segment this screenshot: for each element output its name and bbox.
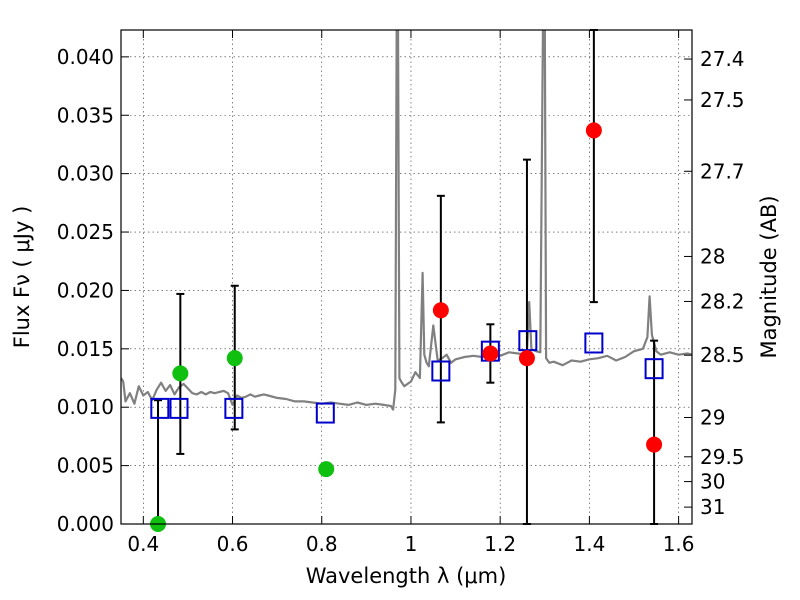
green-data-point — [172, 365, 189, 382]
mag-tick-label: 28.2 — [700, 289, 745, 313]
red-data-point — [518, 350, 535, 367]
x-tick-label: 1.6 — [663, 532, 695, 556]
x-tick-label: 0.4 — [127, 532, 159, 556]
y-axis-label: Flux Fν ( μJy ) — [10, 206, 34, 349]
mag-tick-label: 28 — [700, 244, 725, 268]
y2-axis-label: Magnitude (AB) — [757, 195, 781, 358]
axes: 0.4 0.6 0.8 1 1.2 1.4 1.6 0.000 0.005 0.010 0.015 0… — [57, 30, 745, 556]
red-data-point — [482, 345, 499, 362]
green-data-point — [318, 461, 335, 478]
red-data-point — [646, 436, 663, 453]
model-photometry-square — [169, 397, 189, 419]
red-data-point — [432, 302, 449, 319]
y-tick-label: 0.035 — [57, 103, 114, 127]
y-tick-label: 0.005 — [57, 454, 114, 478]
model-photometry-square — [518, 330, 538, 352]
model-photometry-square — [150, 397, 170, 419]
model-spectrum-line — [121, 30, 692, 411]
mag-tick-label: 29 — [700, 405, 725, 429]
model-photometry-square — [644, 358, 664, 380]
x-tick-label: 1.4 — [573, 532, 605, 556]
y-tick-label: 0.010 — [57, 395, 114, 419]
mag-tick-label: 31 — [700, 495, 725, 519]
y-tick-label: 0.025 — [57, 220, 114, 244]
mag-tick-label: 28.5 — [700, 343, 745, 367]
y-tick-label: 0.000 — [57, 512, 114, 536]
mag-tick-label: 27.7 — [700, 159, 745, 183]
data-layer — [121, 30, 692, 411]
mag-tick-label: 29.5 — [700, 445, 745, 469]
plot-frame — [120, 29, 693, 525]
y-tick-label: 0.030 — [57, 162, 114, 186]
x-axis-label: Wavelength λ (μm) — [306, 564, 507, 588]
y-tick-label: 0.015 — [57, 337, 114, 361]
y-tick-label: 0.020 — [57, 278, 114, 302]
model-photometry-square — [584, 332, 604, 354]
y-tick-label: 0.040 — [57, 45, 114, 69]
x-tick-label: 0.8 — [306, 532, 338, 556]
x-tick-label: 1 — [405, 532, 418, 556]
mag-tick-label: 30 — [700, 470, 725, 494]
plot-area — [121, 30, 692, 524]
model-photometry-square — [431, 360, 451, 382]
x-tick-label: 1.2 — [484, 532, 516, 556]
mag-tick-label: 27.4 — [700, 47, 745, 71]
red-data-point — [585, 122, 602, 139]
mag-tick-label: 27.5 — [700, 88, 745, 112]
green-data-point — [226, 350, 243, 367]
x-tick-label: 0.6 — [217, 532, 249, 556]
model-photometry-square — [224, 397, 244, 419]
model-photometry-square — [315, 402, 335, 424]
